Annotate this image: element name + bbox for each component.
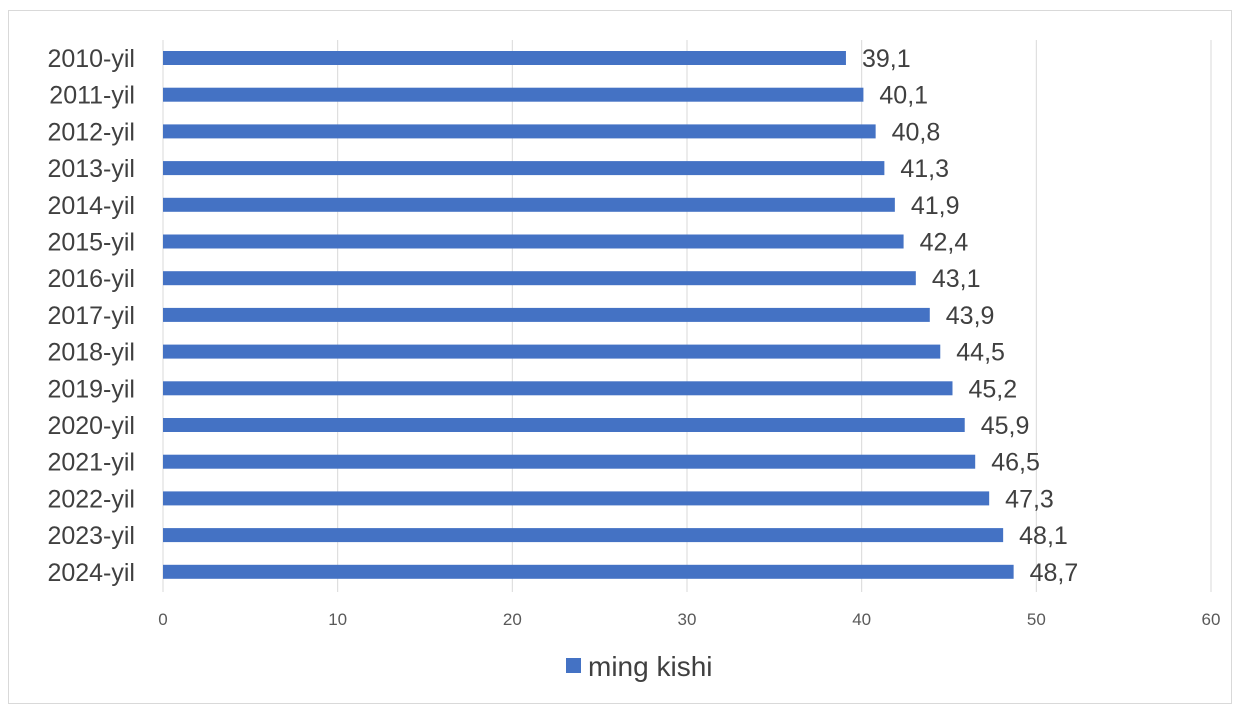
x-tick-label: 20 (503, 610, 522, 629)
category-label: 2014-yil (47, 192, 135, 220)
x-tick-label: 40 (852, 610, 871, 629)
data-label: 41,3 (900, 155, 949, 183)
category-label: 2010-yil (47, 45, 135, 73)
category-labels: 2010-yil 2011-yil 2012-yil 2013-yil 2014-yil… (47, 45, 135, 587)
bar (163, 234, 904, 249)
bar (163, 87, 864, 102)
category-label: 2021-yil (47, 449, 135, 477)
category-label: 2019-yil (47, 375, 135, 403)
data-label: 42,4 (920, 229, 969, 257)
legend-label: ming kishi (588, 651, 712, 682)
category-label: 2017-yil (47, 302, 135, 330)
data-label: 43,1 (932, 265, 981, 293)
bar (163, 564, 1014, 579)
category-label: 2018-yil (47, 339, 135, 367)
data-label: 48,1 (1019, 522, 1068, 550)
data-label: 47,3 (1005, 485, 1054, 513)
bar (163, 271, 916, 286)
x-tick-label: 30 (678, 610, 697, 629)
category-label: 2023-yil (47, 522, 135, 550)
bar (163, 197, 895, 212)
category-label: 2020-yil (47, 412, 135, 440)
category-label: 2016-yil (47, 265, 135, 293)
x-tick-label: 50 (1027, 610, 1046, 629)
value-labels: 39,1 40,1 40,8 41,3 41,9 42,4 43,1 43,9 44,5 45,2… (862, 45, 1078, 587)
x-tick-label: 60 (1202, 610, 1221, 629)
category-label: 2024-yil (47, 559, 135, 587)
bars (163, 51, 1014, 579)
data-label: 40,8 (892, 118, 941, 146)
data-label: 45,9 (981, 412, 1030, 440)
category-label: 2015-yil (47, 229, 135, 257)
data-label: 41,9 (911, 192, 960, 220)
data-label: 44,5 (956, 339, 1005, 367)
data-label: 40,1 (879, 82, 928, 110)
bar (163, 307, 930, 322)
bar (163, 454, 976, 469)
bar (163, 418, 965, 432)
data-label: 45,2 (968, 375, 1017, 403)
bar (163, 124, 876, 139)
data-label: 43,9 (946, 302, 995, 330)
bar (163, 161, 885, 176)
bar (163, 491, 990, 506)
category-label: 2012-yil (47, 118, 135, 146)
x-tick-label: 10 (328, 610, 347, 629)
bar (163, 51, 846, 65)
category-label: 2022-yil (47, 485, 135, 513)
bar (163, 528, 1004, 543)
data-label: 48,7 (1030, 559, 1079, 587)
legend: ming kishi (566, 651, 712, 682)
bar (163, 344, 941, 359)
x-tick-label: 0 (158, 610, 167, 629)
data-label: 46,5 (991, 449, 1040, 477)
data-label: 39,1 (862, 45, 911, 73)
legend-swatch (566, 658, 581, 673)
bar (163, 381, 953, 396)
category-label: 2011-yil (49, 82, 135, 110)
x-tick-labels: 0 10 20 30 40 50 60 (158, 610, 1220, 629)
category-label: 2013-yil (47, 155, 135, 183)
